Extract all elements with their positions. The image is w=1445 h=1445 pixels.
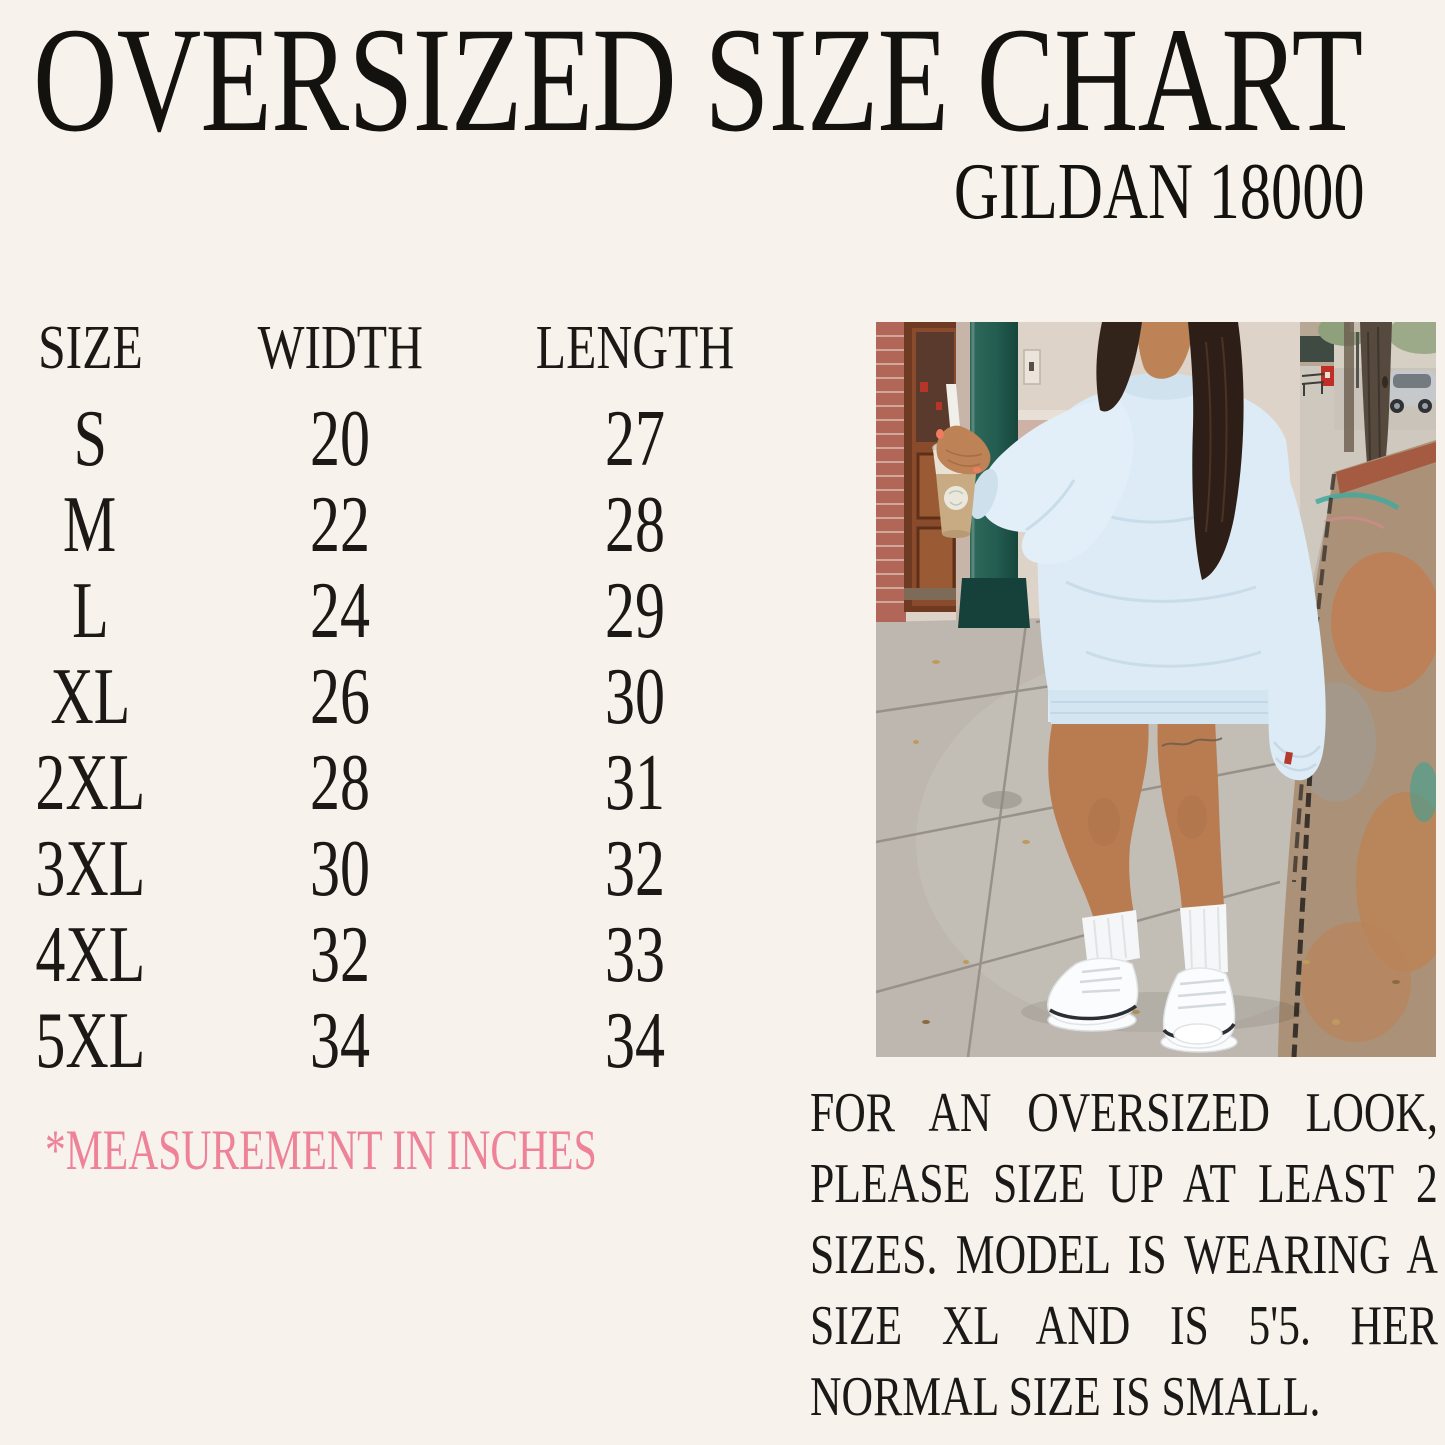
socks [1082,904,1228,976]
size-chart-table: S 20 27 M 22 28 L 24 29 XL 26 30 2XL 28 … [0,396,770,1084]
table-row: M 22 28 [0,482,770,568]
subtitle-wrap: GILDAN 18000 [0,152,1365,232]
width-cell: 32 [310,911,370,999]
table-row: XL 26 30 [0,654,770,740]
sneakers [1047,957,1238,1053]
size-cell: 3XL [35,825,145,913]
column-header-width: WIDTH [257,314,423,382]
table-row: 5XL 34 34 [0,998,770,1084]
length-cell: 32 [605,825,665,913]
fit-description-line: NORMAL SIZE IS SMALL. [810,1366,1321,1428]
size-cell: M [63,481,117,569]
legs [1048,714,1224,920]
width-cell: 24 [310,567,370,655]
length-cell: 27 [605,395,665,483]
fit-description-line: FOR AN OVERSIZED LOOK, [810,1082,1438,1144]
width-cell: 28 [310,739,370,827]
fit-description: FOR AN OVERSIZED LOOK, PLEASE SIZE UP AT… [810,1078,1438,1433]
measurement-note: *MEASUREMENT IN INCHES [45,1119,597,1182]
size-table-header: SIZE WIDTH LENGTH [0,314,770,382]
length-cell: 34 [605,997,665,1085]
thigh-tattoo [1161,737,1223,747]
hair [1096,322,1244,580]
fit-description-line: SIZES. MODEL IS WEARING A [810,1224,1438,1286]
size-cell: L [71,567,109,655]
width-cell: 26 [310,653,370,741]
size-cell: 4XL [35,911,145,999]
width-cell: 22 [310,481,370,569]
length-cell: 28 [605,481,665,569]
hand [936,425,991,475]
table-row: 2XL 28 31 [0,740,770,826]
flagstone-patio [1278,440,1436,1057]
width-cell: 20 [310,395,370,483]
width-cell: 34 [310,997,370,1085]
model-photo [876,322,1436,1057]
column-header-length: LENGTH [535,314,735,382]
table-row: S 20 27 [0,396,770,482]
width-cell: 30 [310,825,370,913]
table-row: 3XL 30 32 [0,826,770,912]
size-cell: 5XL [35,997,145,1085]
model [932,322,1326,1053]
size-cell: XL [50,653,130,741]
length-cell: 30 [605,653,665,741]
garment-model-subtitle: GILDAN 18000 [954,148,1365,236]
fit-description-line: PLEASE SIZE UP AT LEAST 2 [810,1153,1438,1215]
page-title: OVERSIZED SIZE CHART [33,0,1363,163]
table-row: L 24 29 [0,568,770,654]
measurement-note-wrap: *MEASUREMENT IN INCHES [45,1122,801,1179]
fit-description-line: SIZE XL AND IS 5'5. HER [810,1295,1438,1357]
table-row: 4XL 32 33 [0,912,770,998]
size-cell: S [73,395,107,483]
length-cell: 31 [605,739,665,827]
length-cell: 33 [605,911,665,999]
size-cell: 2XL [35,739,145,827]
length-cell: 29 [605,567,665,655]
column-header-size: SIZE [37,314,143,382]
